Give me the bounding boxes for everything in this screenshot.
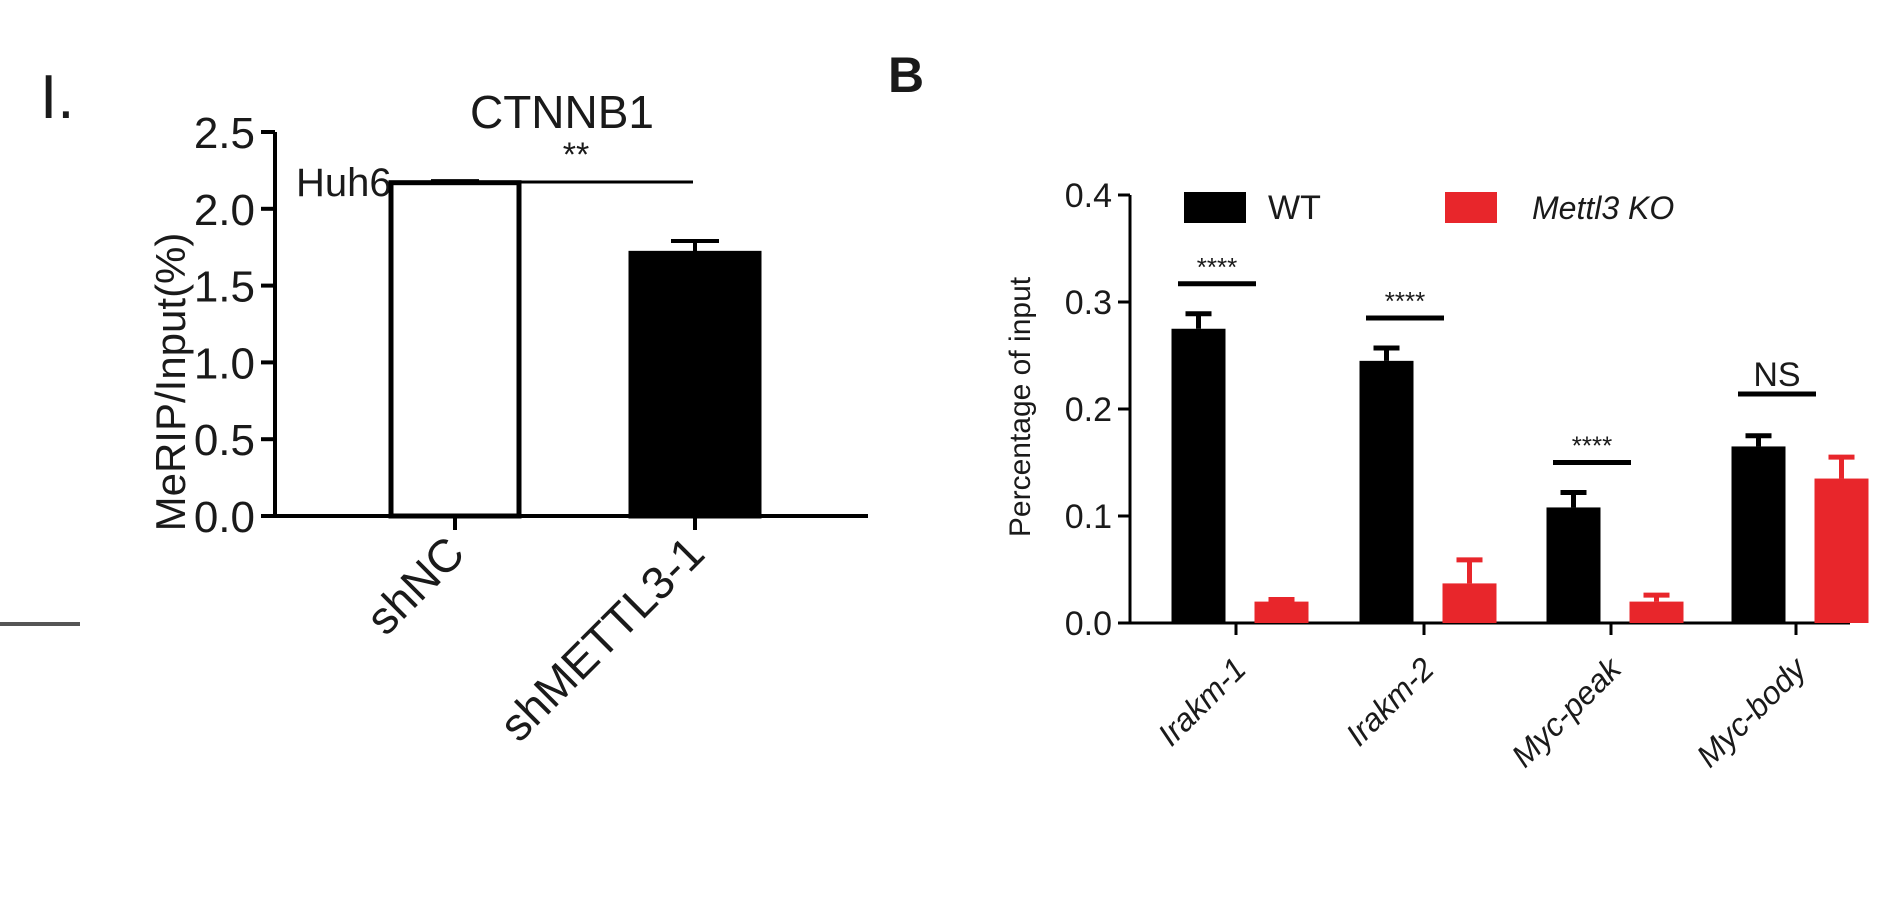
panel-label-i: I. xyxy=(40,63,74,132)
y-tick-label: 0.0 xyxy=(1065,605,1112,643)
x-tick-label: Myc-body xyxy=(1689,649,1814,774)
y-axis-label: Percentage of input xyxy=(1004,276,1037,537)
y-tick-label: 1.5 xyxy=(194,263,255,312)
significance-label: **** xyxy=(1197,252,1237,282)
x-tick-label: Myc-peak xyxy=(1504,649,1629,774)
bar-wt-myc-body xyxy=(1731,446,1786,623)
legend-label-wt: WT xyxy=(1268,189,1321,227)
chart-title: CTNNB1 xyxy=(470,86,654,138)
bar-mettl3-ko-irakm-1 xyxy=(1254,601,1309,623)
y-tick-label: 0.3 xyxy=(1065,284,1112,322)
significance-label: **** xyxy=(1385,286,1425,316)
bar-wt-irakm-2 xyxy=(1359,360,1414,623)
bar-mettl3-ko-myc-peak xyxy=(1629,601,1684,623)
y-tick-label: 2.5 xyxy=(194,109,255,158)
legend-swatch-mettl3-ko xyxy=(1445,192,1497,223)
significance-label: NS xyxy=(1753,356,1800,394)
x-tick-label: shNC xyxy=(356,526,474,644)
bar-mettl3-ko-myc-body xyxy=(1814,478,1869,623)
panel-b: B Percentage of input WT Mettl3 KO 0.0 0.… xyxy=(888,47,1869,774)
bar-mettl3-ko-irakm-2 xyxy=(1442,583,1497,623)
cell-line-label: Huh6 xyxy=(296,161,392,205)
panel-label-b: B xyxy=(888,47,924,103)
y-tick-label: 0.2 xyxy=(1065,391,1112,429)
significance-label: **** xyxy=(1572,430,1612,460)
legend-label-mettl3-ko: Mettl3 KO xyxy=(1532,190,1674,226)
y-tick-label: 0.0 xyxy=(194,493,255,542)
bar-shmettl3-1 xyxy=(628,250,762,519)
y-axis-label: MeRIP/Input(%) xyxy=(147,233,194,532)
panel-i: I. CTNNB1 Huh6 MeRIP/Input(%) 0.0 0.5 1.0 1… xyxy=(0,63,868,751)
x-tick-label: shMETTL3-1 xyxy=(489,526,714,751)
legend-swatch-wt xyxy=(1184,192,1246,223)
bar-shnc xyxy=(388,180,522,519)
y-tick-label: 1.0 xyxy=(194,339,255,388)
y-tick-label: 0.5 xyxy=(194,416,255,465)
x-tick-label: Irakm-2 xyxy=(1339,650,1441,752)
significance-label: ** xyxy=(563,136,589,174)
y-tick-label: 2.0 xyxy=(194,186,255,235)
y-tick-label: 0.1 xyxy=(1065,498,1112,536)
y-tick-label: 0.4 xyxy=(1065,177,1112,215)
bar-wt-irakm-1 xyxy=(1171,328,1226,623)
x-tick-label: Irakm-1 xyxy=(1151,650,1253,752)
bar-wt-myc-peak xyxy=(1546,507,1601,623)
